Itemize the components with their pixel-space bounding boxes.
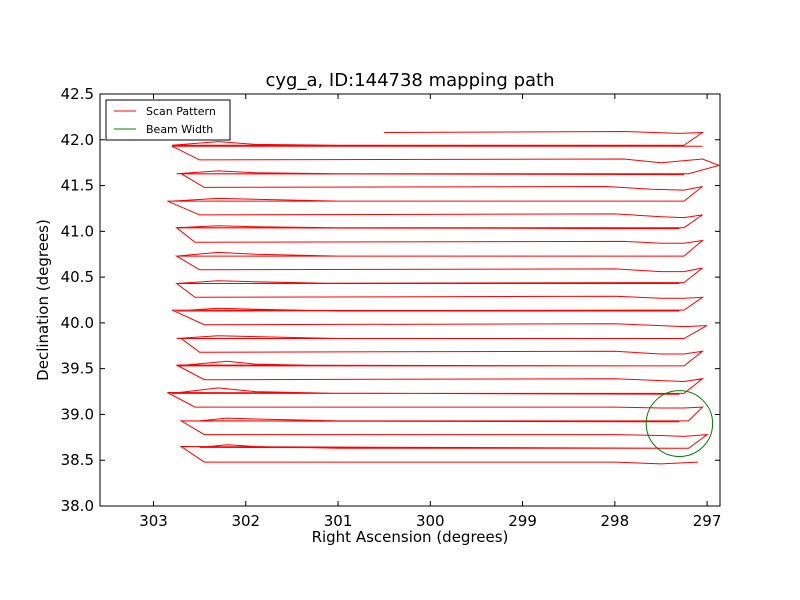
x-tick-label: 303 [139,512,168,530]
y-tick-label: 38.5 [61,451,94,469]
legend: Scan Pattern Beam Width [105,99,231,141]
x-tick-label: 302 [231,512,260,530]
legend-box [105,99,231,141]
scan-pattern-line [167,130,720,465]
y-axis-label: Declination (degrees) [34,219,52,381]
plot-area [100,94,720,506]
y-tick-label: 41.0 [61,222,94,240]
y-tick-label: 42.0 [61,131,94,149]
chart-title: cyg_a, ID:144738 mapping path [265,70,554,91]
plot-frame [99,93,721,507]
beam-width-circle [645,390,714,458]
x-tick-label: 300 [416,512,445,530]
y-tick-label: 38.0 [61,497,94,515]
y-tick-label: 39.5 [61,360,94,378]
x-axis-label: Right Ascension (degrees) [312,528,509,546]
x-tick-label: 297 [693,512,722,530]
y-tick-label: 42.5 [61,85,94,103]
x-axis: 303 302 301 300 299 298 297 [139,94,721,530]
legend-label-scan-pattern: Scan Pattern [146,105,216,118]
legend-label-beam-width: Beam Width [146,123,213,136]
series-layer [167,130,720,465]
y-tick-label: 39.0 [61,405,94,423]
y-tick-label: 40.0 [61,314,94,332]
x-tick-label: 299 [508,512,537,530]
y-tick-label: 40.5 [61,268,94,286]
y-axis: 38.0 38.5 39.0 39.5 40.0 40.5 41.0 41.5 42.0 42.5 [61,85,720,515]
x-tick-label: 298 [601,512,630,530]
x-tick-label: 301 [324,512,353,530]
y-tick-label: 41.5 [61,177,94,195]
